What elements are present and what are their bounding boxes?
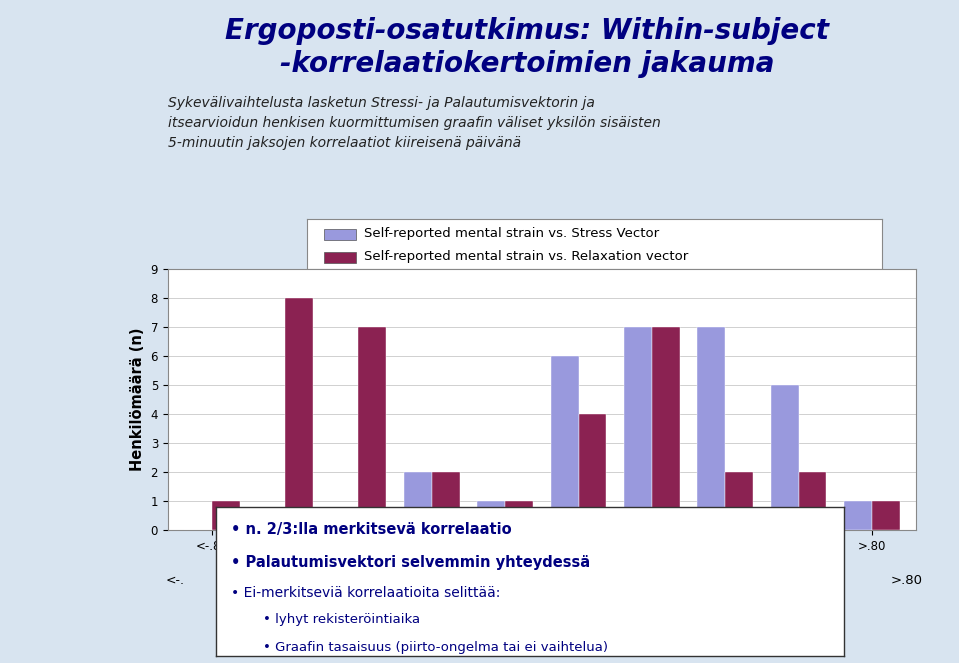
Bar <box>505 501 533 530</box>
Text: -korrelaatiokertoimien jakauma: -korrelaatiokertoimien jakauma <box>280 50 775 78</box>
Bar <box>872 501 900 530</box>
Bar <box>578 414 606 530</box>
Text: • lyhyt rekisteröintiaika: • lyhyt rekisteröintiaika <box>263 613 420 626</box>
Bar <box>844 501 872 530</box>
Text: >.80: >.80 <box>890 573 923 587</box>
Text: Self-reported mental strain vs. Relaxation vector: Self-reported mental strain vs. Relaxati… <box>364 250 689 263</box>
Bar <box>697 327 725 530</box>
Bar <box>652 327 680 530</box>
Bar <box>799 472 827 530</box>
Y-axis label: Henkilömäärä (n): Henkilömäärä (n) <box>130 328 145 471</box>
Bar <box>359 327 386 530</box>
Bar <box>404 472 432 530</box>
Bar <box>624 327 652 530</box>
Bar <box>285 298 313 530</box>
Bar <box>432 472 459 530</box>
Text: • Ei-merkitseviä korrelaatioita selittää:: • Ei-merkitseviä korrelaatioita selittää… <box>231 586 501 600</box>
Bar <box>324 252 356 263</box>
Text: • Palautumisvektori selvemmin yhteydessä: • Palautumisvektori selvemmin yhteydessä <box>231 555 591 570</box>
Text: • Graafin tasaisuus (piirto-ongelma tai ei vaihtelua): • Graafin tasaisuus (piirto-ongelma tai … <box>263 642 608 654</box>
Text: • n. 2/3:lla merkitsevä korrelaatio: • n. 2/3:lla merkitsevä korrelaatio <box>231 522 512 537</box>
Text: Self-reported mental strain vs. Stress Vector: Self-reported mental strain vs. Stress V… <box>364 227 660 240</box>
Text: Sykevälivaihtelusta lasketun Stressi- ja Palautumisvektorin ja
itsearvioidun hen: Sykevälivaihtelusta lasketun Stressi- ja… <box>168 96 661 151</box>
Bar <box>478 501 505 530</box>
Bar <box>212 501 240 530</box>
Bar <box>550 356 578 530</box>
Bar <box>324 229 356 240</box>
Bar <box>771 385 799 530</box>
Text: Ergoposti-osatutkimus: Within-subject: Ergoposti-osatutkimus: Within-subject <box>225 17 830 44</box>
Bar <box>725 472 753 530</box>
Text: <-.: <-. <box>166 573 185 587</box>
